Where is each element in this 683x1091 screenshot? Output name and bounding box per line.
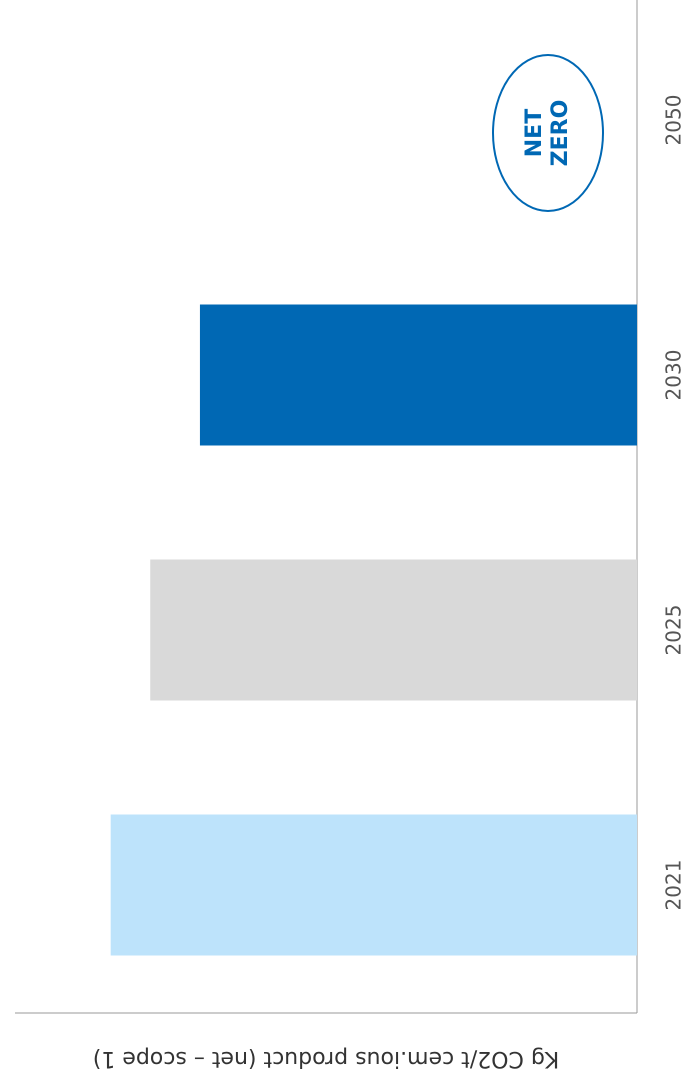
x-tick-label: 2050	[662, 95, 683, 146]
annotation: ZERO	[548, 100, 573, 167]
axis-title: Kg CO2/t cem.ious product (net – scope 1…	[93, 1046, 560, 1071]
bar	[150, 559, 638, 701]
x-tick-label: 2030	[662, 350, 683, 401]
net-zero-badge	[492, 54, 604, 212]
bar	[110, 814, 637, 956]
bar	[199, 304, 637, 446]
annotation: NET	[522, 109, 547, 157]
x-tick-label: 2021	[662, 860, 683, 911]
x-tick-label: 2025	[662, 605, 683, 656]
